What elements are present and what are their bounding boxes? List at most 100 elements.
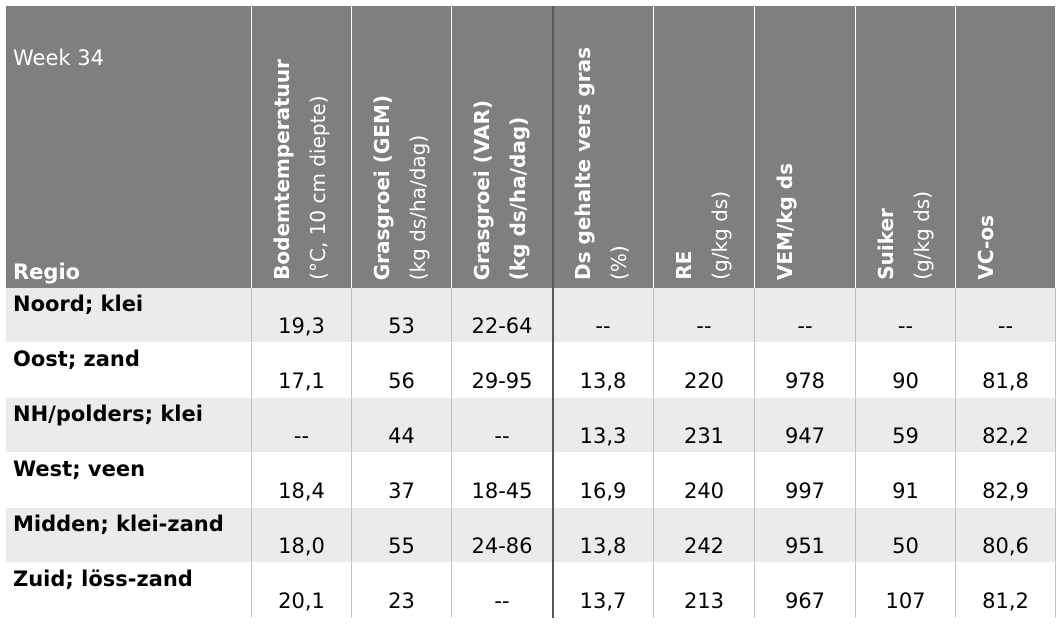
- value-cell: 80,6: [956, 508, 1056, 563]
- value-cell: 56: [352, 343, 452, 398]
- value-cell: --: [956, 288, 1056, 343]
- region-name: Midden; klei-zand: [13, 512, 224, 536]
- cell-value: 951: [784, 534, 826, 558]
- column-title: Grasgroei (VAR): [470, 99, 494, 280]
- value-cell: 59: [856, 398, 956, 453]
- cell-value: 82,2: [982, 424, 1029, 448]
- column-title: Suiker: [874, 208, 898, 280]
- value-cell: 18,0: [252, 508, 352, 563]
- value-cell: --: [654, 288, 755, 343]
- column-header: RE (g/kg ds): [654, 6, 755, 288]
- region-cell: Midden; klei-zand: [6, 508, 252, 563]
- cell-value: 59: [892, 424, 919, 448]
- region-cell: Oost; zand: [6, 343, 252, 398]
- value-cell: 997: [755, 453, 856, 508]
- cell-value: --: [494, 424, 510, 448]
- column-header-text: Suiker (g/kg ds): [868, 191, 940, 280]
- cell-value: 56: [388, 369, 415, 393]
- value-cell: 90: [856, 343, 956, 398]
- cell-value: 18,4: [278, 479, 325, 503]
- cell-value: --: [696, 314, 712, 338]
- cell-value: 17,1: [278, 369, 325, 393]
- value-cell: --: [755, 288, 856, 343]
- cell-value: 20,1: [278, 589, 325, 613]
- value-cell: 13,8: [553, 508, 654, 563]
- column-title: RE: [672, 250, 696, 280]
- cell-value: 242: [683, 534, 725, 558]
- region-name: Oost; zand: [13, 347, 140, 371]
- value-cell: 37: [352, 453, 452, 508]
- cell-value: 23: [388, 589, 415, 613]
- region-cell: NH/polders; klei: [6, 398, 252, 453]
- cell-value: --: [997, 314, 1014, 338]
- column-header-text: VC-os: [968, 215, 1004, 280]
- column-header: Grasgroei (GEM) (kg ds/ha/dag): [352, 6, 452, 288]
- value-cell: 951: [755, 508, 856, 563]
- value-cell: 81,2: [956, 563, 1056, 618]
- column-header-text: Ds gehalte vers gras (%): [565, 47, 637, 280]
- value-cell: 18-45: [452, 453, 553, 508]
- cell-value: --: [595, 314, 611, 338]
- column-header-text: RE (g/kg ds): [666, 191, 738, 280]
- cell-value: 978: [784, 369, 826, 393]
- region-name: NH/polders; klei: [13, 402, 203, 426]
- value-cell: 29-95: [452, 343, 553, 398]
- region-cell: Zuid; löss-zand: [6, 563, 252, 618]
- value-cell: 240: [654, 453, 755, 508]
- column-unit: (kg ds/ha/dag): [506, 116, 530, 280]
- value-cell: 22-64: [452, 288, 553, 343]
- column-header: Grasgroei (VAR) (kg ds/ha/dag): [452, 6, 553, 288]
- value-cell: 17,1: [252, 343, 352, 398]
- column-unit: (g/kg ds): [708, 191, 732, 280]
- column-header-text: Grasgroei (VAR) (kg ds/ha/dag): [464, 100, 536, 280]
- value-cell: 20,1: [252, 563, 352, 618]
- column-header: VC-os: [956, 6, 1056, 288]
- cell-value: 240: [683, 479, 725, 503]
- cell-value: 997: [784, 479, 826, 503]
- value-cell: --: [452, 563, 553, 618]
- value-cell: 220: [654, 343, 755, 398]
- column-title: Grasgroei (GEM): [370, 94, 394, 280]
- value-cell: 53: [352, 288, 452, 343]
- value-cell: 213: [654, 563, 755, 618]
- cell-value: 90: [892, 369, 919, 393]
- value-cell: 947: [755, 398, 856, 453]
- value-cell: 13,7: [553, 563, 654, 618]
- column-title: VC-os: [974, 215, 998, 280]
- value-cell: 13,3: [553, 398, 654, 453]
- value-cell: 55: [352, 508, 452, 563]
- cell-value: 44: [388, 424, 415, 448]
- value-cell: 81,8: [956, 343, 1056, 398]
- cell-value: 947: [784, 424, 826, 448]
- cell-value: 53: [388, 314, 415, 338]
- value-cell: 13,8: [553, 343, 654, 398]
- value-cell: 23: [352, 563, 452, 618]
- value-cell: 16,9: [553, 453, 654, 508]
- value-cell: --: [452, 398, 553, 453]
- region-label: Regio: [13, 260, 81, 284]
- week-label: Week 34: [13, 46, 104, 70]
- value-cell: 978: [755, 343, 856, 398]
- cell-value: 81,2: [982, 589, 1029, 613]
- column-unit: (g/kg ds): [910, 191, 934, 280]
- value-cell: 231: [654, 398, 755, 453]
- column-header-text: Bodemtemperatuur (°C, 10 cm diepte): [264, 59, 336, 280]
- column-separator: [552, 6, 554, 618]
- cell-value: 37: [388, 479, 415, 503]
- cell-value: 18,0: [278, 534, 325, 558]
- cell-value: 18-45: [471, 479, 533, 503]
- value-cell: 18,4: [252, 453, 352, 508]
- cell-value: --: [293, 424, 310, 448]
- cell-value: --: [897, 314, 914, 338]
- value-cell: 82,2: [956, 398, 1056, 453]
- region-name: Zuid; löss-zand: [13, 567, 193, 591]
- column-header: Bodemtemperatuur (°C, 10 cm diepte): [252, 6, 352, 288]
- cell-value: 55: [388, 534, 415, 558]
- cell-value: 80,6: [982, 534, 1029, 558]
- value-cell: --: [856, 288, 956, 343]
- region-name: West; veen: [13, 457, 146, 481]
- cell-value: 220: [683, 369, 725, 393]
- column-header-text: Grasgroei (GEM) (kg ds/ha/dag): [364, 95, 436, 280]
- value-cell: 44: [352, 398, 452, 453]
- value-cell: 967: [755, 563, 856, 618]
